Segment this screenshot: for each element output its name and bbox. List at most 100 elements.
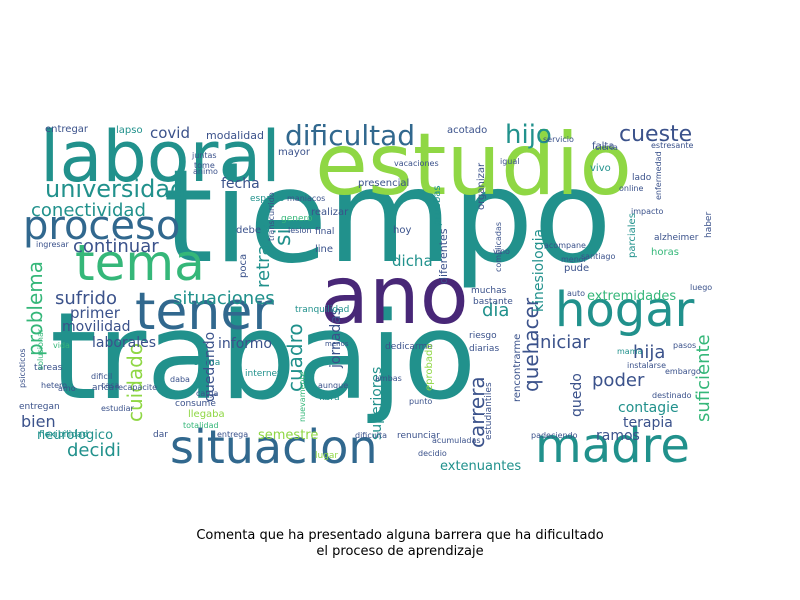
word-terapia: terapia	[623, 415, 673, 431]
word-llegaba: llegaba	[188, 409, 225, 420]
word-dificultad: dificultad	[285, 122, 416, 152]
word-situaciones: situaciones	[173, 288, 275, 309]
word-nuevamente: nuevamente	[298, 371, 307, 422]
word-lesion: lesion	[288, 226, 312, 235]
word-estresante: estresante	[651, 141, 694, 150]
word-estudiar: estudiar	[101, 404, 134, 413]
word-situacion: situacion	[170, 420, 378, 472]
word-estudio: estudio	[315, 122, 633, 215]
word-genero: genero	[281, 214, 313, 224]
word-entregar: entregar	[45, 124, 89, 135]
word-carga: carga	[196, 389, 219, 398]
word-haber: haber	[704, 211, 714, 238]
word-entrega: entrega	[217, 430, 249, 439]
word-cueste: cueste	[619, 122, 693, 147]
word-hogar: hogar	[555, 282, 695, 338]
word-final: final	[315, 227, 335, 237]
word-dia: dia	[482, 300, 510, 321]
word-diferentes: diferentes	[437, 228, 450, 284]
word-solucionar: solucionar	[36, 328, 45, 370]
word-pruebas: pruebas	[432, 185, 443, 226]
word-punto: punto	[409, 397, 433, 406]
word-ano: ano	[320, 249, 469, 342]
word-quedo: quedo	[569, 373, 585, 417]
word-extremidades: extremidades	[587, 289, 677, 304]
word-dificulta: dificulta	[355, 431, 388, 440]
word-universidad: universidad	[45, 175, 186, 203]
word-horas: horas	[651, 247, 679, 258]
word-pasos: pasos	[673, 341, 697, 350]
word-pude: pude	[564, 263, 590, 274]
word-madre: madre	[535, 418, 690, 472]
word-line: line	[315, 244, 334, 255]
word-mama: mama	[617, 347, 643, 356]
word-eprobado: eprobado	[424, 343, 435, 391]
word-lado: lado	[632, 173, 652, 183]
word-hijo: hijo	[505, 122, 552, 150]
word-juntas: juntas	[192, 151, 217, 160]
word-ambas: ambas	[375, 374, 402, 383]
word-impacto: impacto	[631, 207, 664, 216]
word-fecha: fecha	[221, 176, 260, 192]
word-debe: debe	[236, 225, 261, 236]
word-maniacos: maniacos	[287, 194, 326, 203]
word-decidi: decidi	[67, 440, 121, 461]
word-flexibilidad: flexibilidad	[39, 430, 89, 440]
word-hija: hija	[633, 342, 666, 363]
word-hetero: hetero	[41, 381, 68, 390]
word-padeciendo: padeciendo	[531, 431, 578, 440]
word-suficiente: suficiente	[693, 334, 714, 422]
word-recapacite: recapacite	[115, 383, 157, 392]
word-riesgo: riesgo	[469, 331, 497, 341]
word-trabajo: trabajo	[50, 288, 477, 427]
word-psicoticos: psicoticos	[18, 348, 27, 388]
word-modalidad: modalidad	[206, 129, 264, 142]
word-dedicarme: dedicarme	[385, 342, 433, 352]
word-tareas: tareas	[34, 363, 63, 373]
word-hoy: hoy	[393, 225, 412, 236]
word-semestre: semestre	[258, 428, 319, 443]
word-embargo: embargo	[665, 367, 701, 376]
word-dificil: dificil	[91, 372, 113, 381]
word-fibra: fibra	[319, 393, 340, 403]
word-muchas: muchas	[471, 286, 507, 296]
word-ramos: ramos	[596, 428, 640, 444]
word-cloud: tiempo trabajo estudio laboral ano situacion m…	[15, 122, 715, 472]
word-tome: tome	[194, 161, 215, 170]
word-vivo: vivo	[590, 163, 611, 174]
word-amo: amo	[58, 384, 76, 393]
word-luego: luego	[690, 283, 713, 292]
word-dicha: dicha	[392, 252, 433, 270]
word-casa: casa	[101, 381, 120, 390]
word-enfermedad: enfermedad	[654, 151, 663, 200]
word-tema: tema	[75, 234, 205, 292]
word-entregan: entregan	[19, 402, 60, 412]
word-bien: bien	[21, 412, 56, 431]
word-presencial: presencial	[358, 178, 410, 189]
word-servicio: servicio	[543, 135, 574, 144]
word-lapso: lapso	[116, 125, 143, 136]
word-estudiantiles: estudiantiles	[484, 382, 494, 440]
word-contagie: contagie	[618, 400, 679, 416]
word-tiempo: tiempo	[163, 143, 612, 292]
word-sufrido: sufrido	[55, 288, 117, 309]
word-iniciar: iniciar	[535, 332, 590, 353]
word-mayor: mayor	[278, 147, 311, 158]
word-vida: vida	[53, 341, 70, 350]
caption-line-1: Comenta que ha presentado alguna barrera…	[196, 528, 604, 543]
word-cierta: cierta	[595, 143, 618, 152]
word-consume: consume	[175, 399, 216, 409]
word-alzheimer: alzheimer	[654, 233, 699, 243]
word-animo: animo	[193, 167, 218, 176]
word-menor: menor	[561, 255, 587, 264]
word-organizar: organizar	[476, 162, 487, 210]
word-destinado: destinado	[652, 391, 692, 400]
word-acotado: acotado	[447, 125, 488, 136]
word-instalarse: instalarse	[627, 361, 667, 370]
word-informo: informo	[218, 336, 272, 352]
caption-line-2: el proceso de aprendizaje	[316, 544, 484, 559]
word-renunciar: renunciar	[397, 431, 440, 441]
word-arica: arica	[92, 383, 115, 393]
word-laborales: laborales	[92, 335, 157, 351]
word-falta: falta	[592, 141, 615, 152]
